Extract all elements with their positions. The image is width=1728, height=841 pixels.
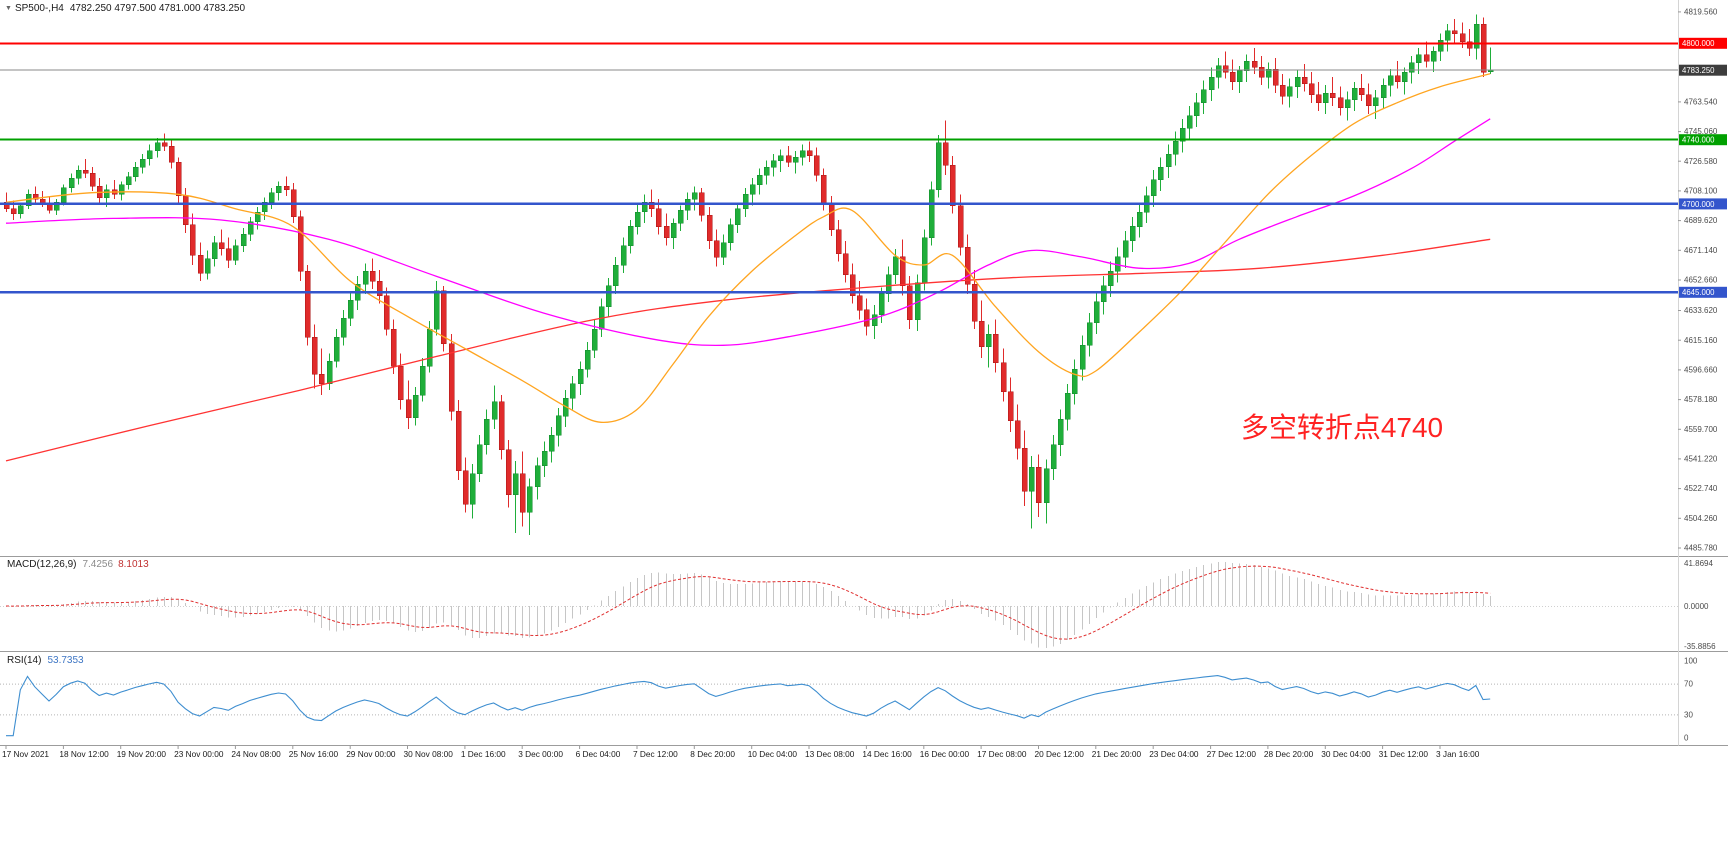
macd-main-value: 7.4256 xyxy=(82,559,114,570)
svg-text:8 Dec 20:00: 8 Dec 20:00 xyxy=(690,749,735,759)
price-axis: 4819.560 4763.540 4745.060 4726.580 4708.100… xyxy=(1678,8,1718,553)
svg-text:4819.560: 4819.560 xyxy=(1684,8,1718,17)
ma-line-slow-red xyxy=(5,238,1491,462)
svg-text:25 Nov 16:00: 25 Nov 16:00 xyxy=(289,749,339,759)
svg-text:4541.220: 4541.220 xyxy=(1684,455,1718,464)
svg-text:4633.620: 4633.620 xyxy=(1684,306,1718,315)
svg-text:4689.620: 4689.620 xyxy=(1684,216,1718,225)
svg-text:4745.060: 4745.060 xyxy=(1684,127,1718,136)
svg-text:16 Dec 00:00: 16 Dec 00:00 xyxy=(920,749,970,759)
annotation[interactable]: 多空转折点4740 xyxy=(1241,412,1443,443)
svg-text:4740.000: 4740.000 xyxy=(1682,136,1715,145)
rsi-axis: 100 70 30 0 xyxy=(1684,657,1698,743)
axis-badges: 4800.000 4740.000 4700.000 4645.000 xyxy=(1679,37,1727,298)
svg-text:27 Dec 12:00: 27 Dec 12:00 xyxy=(1207,749,1257,759)
chart-title: ▼ SP500-,H4 4782.250 4797.500 4781.000 478… xyxy=(5,3,245,14)
svg-text:30: 30 xyxy=(1684,711,1693,720)
svg-text:7 Dec 12:00: 7 Dec 12:00 xyxy=(633,749,678,759)
svg-text:-35.8856: -35.8856 xyxy=(1684,642,1716,651)
horizontal-lines[interactable] xyxy=(0,42,1678,294)
svg-text:0.0000: 0.0000 xyxy=(1684,602,1709,611)
svg-text:28 Dec 20:00: 28 Dec 20:00 xyxy=(1264,749,1314,759)
svg-text:23 Nov 00:00: 23 Nov 00:00 xyxy=(174,749,224,759)
svg-text:4559.700: 4559.700 xyxy=(1684,425,1718,434)
macd-axis: 41.8694 0.0000 -35.8856 xyxy=(1684,559,1716,651)
svg-text:3 Jan 16:00: 3 Jan 16:00 xyxy=(1436,749,1480,759)
rsi-label-text: RSI(14) xyxy=(7,655,42,666)
svg-text:10 Dec 04:00: 10 Dec 04:00 xyxy=(748,749,798,759)
time-axis: 17 Nov 2021 18 Nov 12:00 19 Nov 20:00 23 No… xyxy=(2,746,1480,759)
svg-text:1 Dec 16:00: 1 Dec 16:00 xyxy=(461,749,506,759)
rsi-indicator-label: RSI(14) 53.7353 xyxy=(7,655,84,666)
svg-text:20 Dec 12:00: 20 Dec 12:00 xyxy=(1035,749,1085,759)
macd-signal-value: 8.1013 xyxy=(118,559,149,570)
rsi-value: 53.7353 xyxy=(47,655,84,666)
svg-text:19 Nov 20:00: 19 Nov 20:00 xyxy=(117,749,167,759)
svg-text:14 Dec 16:00: 14 Dec 16:00 xyxy=(862,749,912,759)
svg-text:29 Nov 00:00: 29 Nov 00:00 xyxy=(346,749,396,759)
svg-text:4652.660: 4652.660 xyxy=(1684,276,1718,285)
svg-text:4578.180: 4578.180 xyxy=(1684,395,1718,404)
macd-histogram xyxy=(13,562,1491,648)
svg-text:4783.250: 4783.250 xyxy=(1682,66,1715,75)
macd-indicator-label: MACD(12,26,9) 7.4256 8.1013 xyxy=(7,559,149,570)
svg-text:4504.260: 4504.260 xyxy=(1684,514,1718,523)
symbol-period-label: SP500-,H4 xyxy=(14,3,64,14)
svg-text:70: 70 xyxy=(1684,680,1693,689)
svg-text:17 Dec 08:00: 17 Dec 08:00 xyxy=(977,749,1027,759)
svg-text:30 Nov 08:00: 30 Nov 08:00 xyxy=(404,749,454,759)
svg-text:4800.000: 4800.000 xyxy=(1682,39,1715,48)
svg-text:4726.580: 4726.580 xyxy=(1684,157,1718,166)
macd-label-text: MACD(12,26,9) xyxy=(7,559,77,570)
svg-text:4763.540: 4763.540 xyxy=(1684,98,1718,107)
ma-line-fast-orange xyxy=(5,73,1491,423)
svg-text:4596.660: 4596.660 xyxy=(1684,366,1718,375)
svg-text:31 Dec 12:00: 31 Dec 12:00 xyxy=(1379,749,1429,759)
ohlc-values: 4782.250 4797.500 4781.000 4783.250 xyxy=(69,3,246,14)
rsi-level-lines xyxy=(0,683,1678,716)
svg-text:4615.160: 4615.160 xyxy=(1684,336,1718,345)
svg-text:100: 100 xyxy=(1684,657,1698,666)
svg-text:4671.140: 4671.140 xyxy=(1684,246,1718,255)
svg-text:24 Nov 08:00: 24 Nov 08:00 xyxy=(231,749,281,759)
svg-text:13 Dec 08:00: 13 Dec 08:00 xyxy=(805,749,855,759)
svg-text:41.8694: 41.8694 xyxy=(1684,559,1713,568)
rsi-line xyxy=(6,675,1491,737)
ma-line-medium-magenta xyxy=(5,118,1491,347)
svg-text:4522.740: 4522.740 xyxy=(1684,484,1718,493)
svg-text:18 Nov 12:00: 18 Nov 12:00 xyxy=(59,749,109,759)
panel-separators xyxy=(0,0,1728,746)
svg-text:23 Dec 04:00: 23 Dec 04:00 xyxy=(1149,749,1199,759)
annotation-text[interactable]: 多空转折点4740 xyxy=(1241,412,1443,443)
svg-text:3 Dec 00:00: 3 Dec 00:00 xyxy=(518,749,563,759)
svg-text:17 Nov 2021: 17 Nov 2021 xyxy=(2,749,49,759)
svg-text:30 Dec 04:00: 30 Dec 04:00 xyxy=(1321,749,1371,759)
svg-text:21 Dec 20:00: 21 Dec 20:00 xyxy=(1092,749,1142,759)
svg-text:6 Dec 04:00: 6 Dec 04:00 xyxy=(576,749,621,759)
svg-text:4645.000: 4645.000 xyxy=(1682,288,1715,297)
svg-text:4485.780: 4485.780 xyxy=(1684,544,1718,553)
svg-text:0: 0 xyxy=(1684,734,1689,743)
svg-text:4708.100: 4708.100 xyxy=(1684,187,1718,196)
macd-signal-line xyxy=(5,565,1491,640)
svg-text:4700.000: 4700.000 xyxy=(1682,200,1715,209)
collapse-icon[interactable]: ▼ xyxy=(5,5,12,12)
current-price-badge: 4783.250 xyxy=(1679,64,1727,76)
